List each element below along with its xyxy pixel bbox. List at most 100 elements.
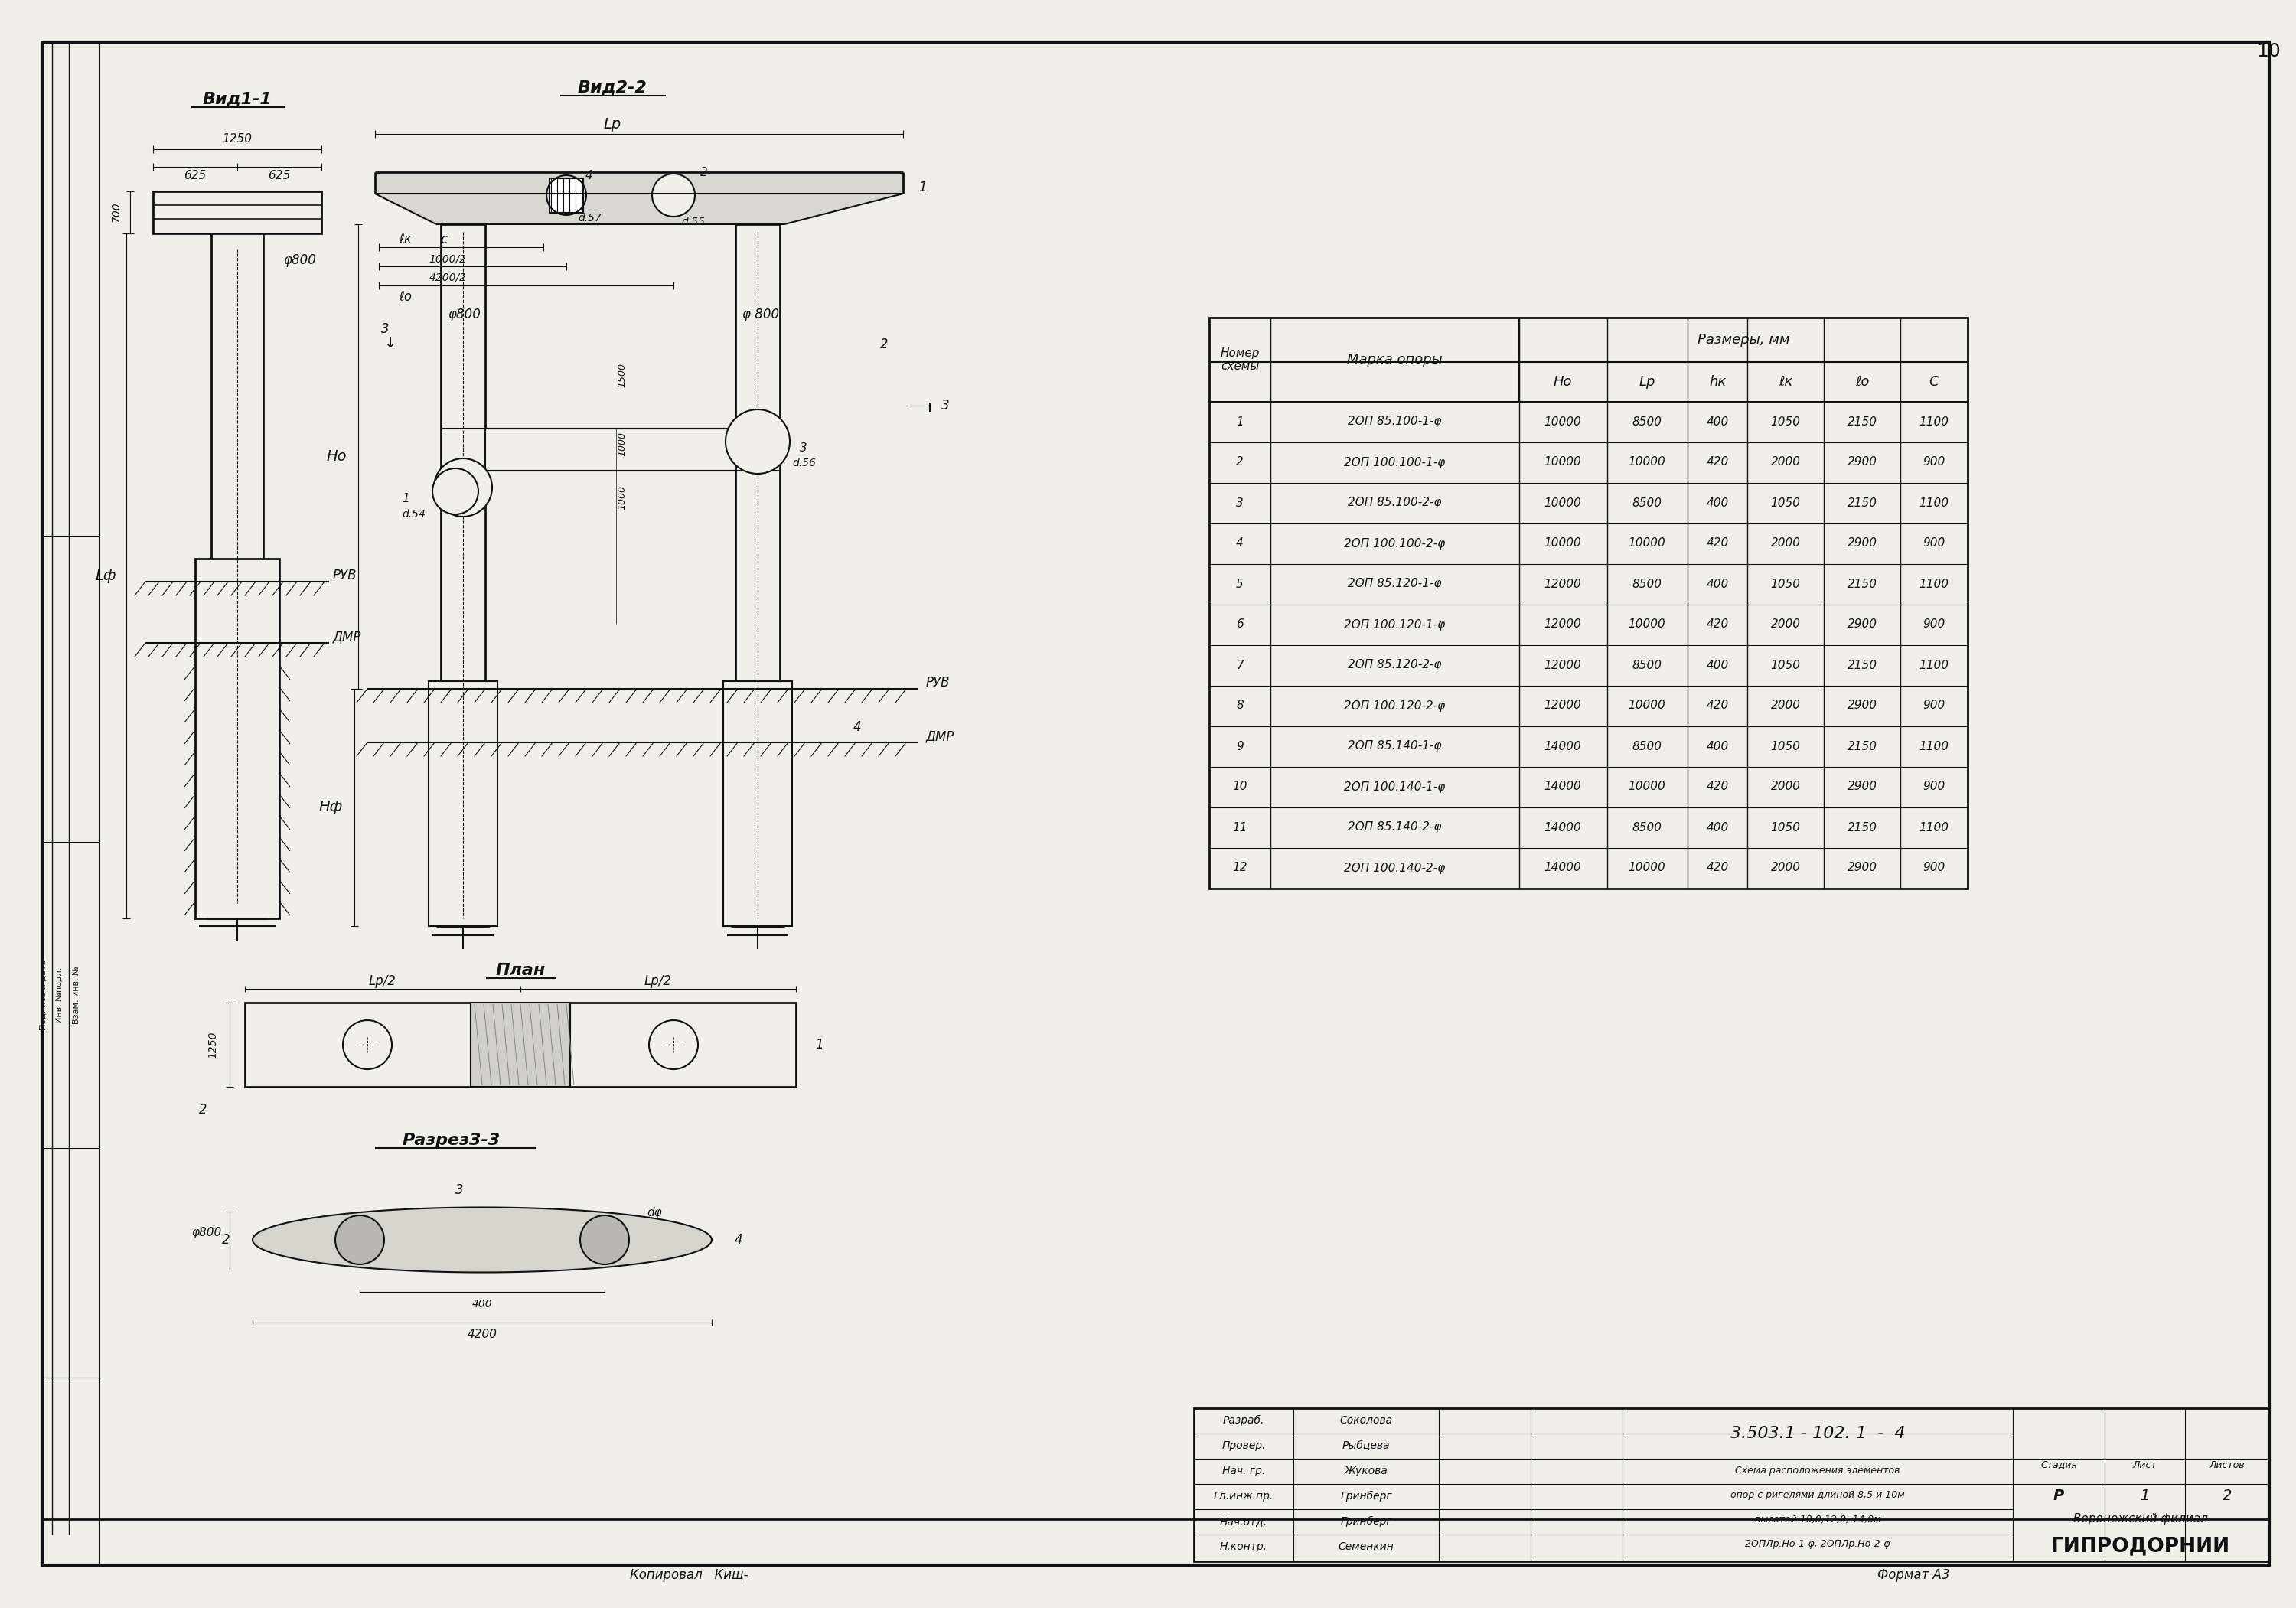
Text: Схема расположения элементов: Схема расположения элементов <box>1736 1465 1901 1475</box>
Text: Формат А3: Формат А3 <box>1878 1568 1949 1582</box>
Text: 1000/2: 1000/2 <box>429 254 466 264</box>
Text: 2: 2 <box>700 167 707 178</box>
Text: 2ОП 100.120-1-φ: 2ОП 100.120-1-φ <box>1343 619 1444 630</box>
Text: Соколова: Соколова <box>1339 1415 1394 1426</box>
Text: 2: 2 <box>223 1233 230 1246</box>
Text: 2ОП 85.140-2-φ: 2ОП 85.140-2-φ <box>1348 822 1442 833</box>
Text: высотой 10,0;12,0; 14,0м: высотой 10,0;12,0; 14,0м <box>1754 1515 1880 1524</box>
Text: 2ОП 100.140-2-φ: 2ОП 100.140-2-φ <box>1343 862 1444 873</box>
Text: 12: 12 <box>1233 862 1247 873</box>
Text: Размеры, мм: Размеры, мм <box>1697 333 1789 347</box>
Text: 8500: 8500 <box>1632 822 1662 833</box>
Text: 3: 3 <box>1235 497 1244 508</box>
Text: Lр/2: Lр/2 <box>370 974 397 987</box>
Text: 2ОП 85.140-1-φ: 2ОП 85.140-1-φ <box>1348 740 1442 753</box>
Text: Lр/2: Lр/2 <box>645 974 673 987</box>
Text: Гринберг: Гринберг <box>1341 1491 1391 1502</box>
Text: Разраб.: Разраб. <box>1224 1415 1265 1426</box>
Text: 2000: 2000 <box>1770 699 1800 711</box>
Text: 8500: 8500 <box>1632 659 1662 671</box>
Text: 400: 400 <box>1706 659 1729 671</box>
Text: 2ОП 85.120-2-φ: 2ОП 85.120-2-φ <box>1348 659 1442 671</box>
Text: φ800: φ800 <box>193 1227 223 1238</box>
Text: 400: 400 <box>1706 579 1729 590</box>
Text: 420: 420 <box>1706 619 1729 630</box>
Text: 420: 420 <box>1706 457 1729 468</box>
Text: c: c <box>441 233 448 246</box>
Text: 8: 8 <box>1235 699 1244 711</box>
Text: 4: 4 <box>735 1233 742 1246</box>
Text: 1: 1 <box>815 1037 822 1052</box>
Text: 9: 9 <box>1235 740 1244 753</box>
Text: 10000: 10000 <box>1628 619 1665 630</box>
Text: 1050: 1050 <box>1770 416 1800 428</box>
Text: 2000: 2000 <box>1770 537 1800 550</box>
Text: Провер.: Провер. <box>1221 1441 1265 1450</box>
Bar <box>1194 1409 2268 1561</box>
Text: 400: 400 <box>1706 822 1729 833</box>
Text: 1050: 1050 <box>1770 497 1800 508</box>
Text: d.57: d.57 <box>579 212 602 224</box>
Bar <box>723 682 792 926</box>
Text: Инв. №подл.: Инв. №подл. <box>55 966 64 1023</box>
Text: Марка опоры: Марка опоры <box>1348 352 1442 367</box>
Text: Р: Р <box>2053 1489 2064 1503</box>
Circle shape <box>650 1019 698 1069</box>
Text: 2: 2 <box>2223 1489 2232 1503</box>
Text: 1250: 1250 <box>223 133 253 145</box>
Text: опор с ригелями длиной 8,5 и 10м: опор с ригелями длиной 8,5 и 10м <box>1731 1489 1906 1500</box>
Text: 2150: 2150 <box>1846 416 1878 428</box>
Text: 12000: 12000 <box>1545 579 1582 590</box>
Text: 2: 2 <box>1235 457 1244 468</box>
Circle shape <box>652 174 696 217</box>
Text: 700: 700 <box>110 203 122 222</box>
Text: 7: 7 <box>1235 659 1244 671</box>
Text: φ800: φ800 <box>282 254 317 267</box>
Text: Копировал   Кищ-: Копировал Кищ- <box>629 1568 748 1582</box>
Text: 14000: 14000 <box>1545 822 1582 833</box>
Text: 3.503.1 - 102. 1  -  4: 3.503.1 - 102. 1 - 4 <box>1731 1426 1906 1441</box>
Text: Нф: Нф <box>319 801 342 815</box>
Text: Семенкин: Семенкин <box>1339 1542 1394 1552</box>
Text: 8500: 8500 <box>1632 740 1662 753</box>
Text: Листов: Листов <box>2209 1460 2245 1470</box>
Circle shape <box>726 410 790 474</box>
Text: ↓: ↓ <box>383 336 397 351</box>
Bar <box>154 191 321 233</box>
Text: 1100: 1100 <box>1919 416 1949 428</box>
Text: 420: 420 <box>1706 699 1729 711</box>
Text: 2150: 2150 <box>1846 822 1878 833</box>
Text: 2ОПЛр.Но-1-φ, 2ОПЛр.Но-2-φ: 2ОПЛр.Но-1-φ, 2ОПЛр.Но-2-φ <box>1745 1539 1890 1549</box>
Text: 1: 1 <box>2140 1489 2149 1503</box>
Text: 900: 900 <box>1922 619 1945 630</box>
Text: 1050: 1050 <box>1770 579 1800 590</box>
Text: 10000: 10000 <box>1545 537 1582 550</box>
Text: 1000: 1000 <box>618 486 627 510</box>
Text: 2000: 2000 <box>1770 781 1800 793</box>
Text: 2150: 2150 <box>1846 740 1878 753</box>
Polygon shape <box>253 1208 712 1272</box>
Text: Нач. гр.: Нач. гр. <box>1221 1465 1265 1476</box>
Text: 1050: 1050 <box>1770 740 1800 753</box>
Text: 14000: 14000 <box>1545 781 1582 793</box>
Circle shape <box>432 468 478 515</box>
Text: 12000: 12000 <box>1545 699 1582 711</box>
Text: Воронежский филиал: Воронежский филиал <box>2073 1513 2209 1524</box>
Text: Подпись и дата: Подпись и дата <box>39 960 48 1031</box>
Text: Вид1-1: Вид1-1 <box>202 92 271 108</box>
Text: 3: 3 <box>941 399 948 413</box>
Text: Разрез3-3: Разрез3-3 <box>402 1132 501 1148</box>
Text: 400: 400 <box>473 1298 491 1309</box>
Text: 1: 1 <box>402 494 409 505</box>
Text: 10000: 10000 <box>1545 416 1582 428</box>
Bar <box>429 682 498 926</box>
Circle shape <box>342 1019 393 1069</box>
Text: 900: 900 <box>1922 862 1945 873</box>
Text: 2150: 2150 <box>1846 659 1878 671</box>
Text: φ800: φ800 <box>448 307 480 322</box>
Text: Lф: Lф <box>94 568 117 582</box>
Text: Но: Но <box>326 449 347 463</box>
Text: hк: hк <box>1708 375 1727 389</box>
Bar <box>549 178 583 212</box>
Text: 1100: 1100 <box>1919 822 1949 833</box>
